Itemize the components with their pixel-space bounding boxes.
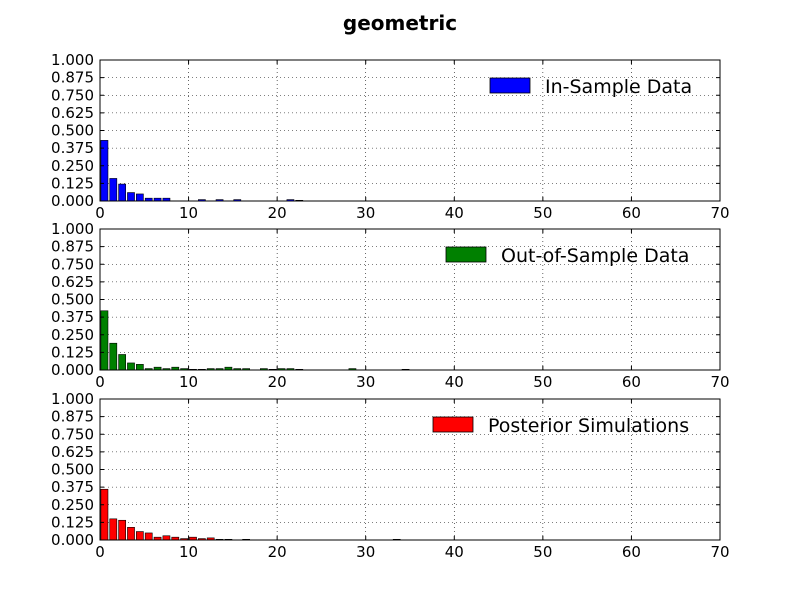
legend-swatch	[489, 77, 531, 94]
y-tick-label: 0.750	[51, 425, 94, 443]
y-tick-label: 0.000	[51, 192, 94, 210]
y-tick-label: 0.125	[51, 343, 94, 361]
bar	[136, 364, 144, 371]
x-tick-label: 20	[268, 373, 287, 391]
x-tick-label: 70	[710, 204, 729, 222]
x-tick-label: 20	[268, 204, 287, 222]
y-tick-label: 0.500	[51, 291, 94, 309]
bar	[162, 535, 171, 541]
y-tick-label: 0.000	[51, 531, 94, 549]
bar	[136, 531, 144, 541]
y-tick-label: 0.375	[51, 139, 94, 157]
axes-frame	[99, 228, 721, 371]
x-tick-label: 50	[533, 373, 552, 391]
y-tick-label: 0.750	[51, 255, 94, 273]
bar	[127, 527, 135, 541]
bar	[118, 183, 126, 202]
x-tick-label: 50	[533, 204, 552, 222]
y-tick-label: 0.875	[51, 408, 94, 426]
legend-label: Out-of-Sample Data	[501, 245, 689, 267]
y-tick-label: 0.000	[51, 361, 94, 379]
x-tick-label: 0	[95, 204, 105, 222]
y-tick-label: 0.750	[51, 86, 94, 104]
x-tick-label: 30	[356, 204, 375, 222]
legend-label: In-Sample Data	[545, 76, 692, 98]
axes-frame	[99, 398, 721, 541]
bar	[118, 354, 126, 371]
subplot-1: 0 10 20 30 40 50 60 70 0.0000.1250.2500.3750.500…	[51, 51, 730, 222]
y-tick-label: 0.500	[51, 461, 94, 479]
y-tick-label: 0.625	[51, 443, 94, 461]
y-tick-label: 0.250	[51, 496, 94, 514]
chart-title: geometric	[343, 11, 457, 35]
x-tick-label: 40	[445, 543, 464, 561]
y-tick-label: 0.125	[51, 513, 94, 531]
y-tick-label: 0.250	[51, 157, 94, 175]
bar	[100, 310, 109, 371]
y-tick-label: 0.500	[51, 122, 94, 140]
bar	[109, 342, 118, 371]
x-tick-label: 30	[356, 543, 375, 561]
x-tick-label: 20	[268, 543, 287, 561]
bar	[100, 140, 109, 202]
axes-frame	[99, 59, 721, 202]
x-tick-label: 70	[710, 373, 729, 391]
bar	[109, 518, 118, 541]
bar	[127, 362, 135, 371]
bar	[127, 192, 135, 202]
x-tick-label: 0	[95, 373, 105, 391]
y-tick-label: 0.125	[51, 174, 94, 192]
x-tick-label: 70	[710, 543, 729, 561]
y-tick-label: 0.875	[51, 238, 94, 256]
y-tick-label: 1.000	[51, 220, 94, 238]
x-tick-label: 40	[445, 204, 464, 222]
x-tick-label: 0	[95, 543, 105, 561]
legend-label: Posterior Simulations	[488, 415, 689, 437]
subplot-3: 0 10 20 30 40 50 60 70 0.0000.1250.2500.3750.500…	[51, 390, 730, 561]
bar	[144, 532, 153, 541]
x-tick-label: 60	[622, 373, 641, 391]
x-tick-label: 50	[533, 543, 552, 561]
y-tick-label: 0.375	[51, 478, 94, 496]
x-tick-label: 10	[179, 373, 198, 391]
y-tick-label: 0.625	[51, 273, 94, 291]
bar	[136, 193, 144, 202]
y-tick-label: 0.875	[51, 69, 94, 87]
y-tick-label: 0.375	[51, 308, 94, 326]
x-tick-label: 10	[179, 543, 198, 561]
x-tick-label: 40	[445, 373, 464, 391]
bar	[100, 488, 109, 541]
x-tick-label: 60	[622, 204, 641, 222]
y-tick-label: 0.625	[51, 104, 94, 122]
legend-swatch	[445, 246, 487, 263]
legend-swatch	[432, 416, 474, 433]
bar	[109, 178, 118, 202]
x-tick-label: 30	[356, 373, 375, 391]
bar	[118, 519, 126, 541]
subplot-2: 0 10 20 30 40 50 60 70 0.0000.1250.2500.3750.500…	[51, 220, 730, 391]
x-tick-label: 10	[179, 204, 198, 222]
x-tick-label: 60	[622, 543, 641, 561]
y-tick-label: 1.000	[51, 390, 94, 408]
y-tick-label: 0.250	[51, 326, 94, 344]
y-tick-label: 1.000	[51, 51, 94, 69]
